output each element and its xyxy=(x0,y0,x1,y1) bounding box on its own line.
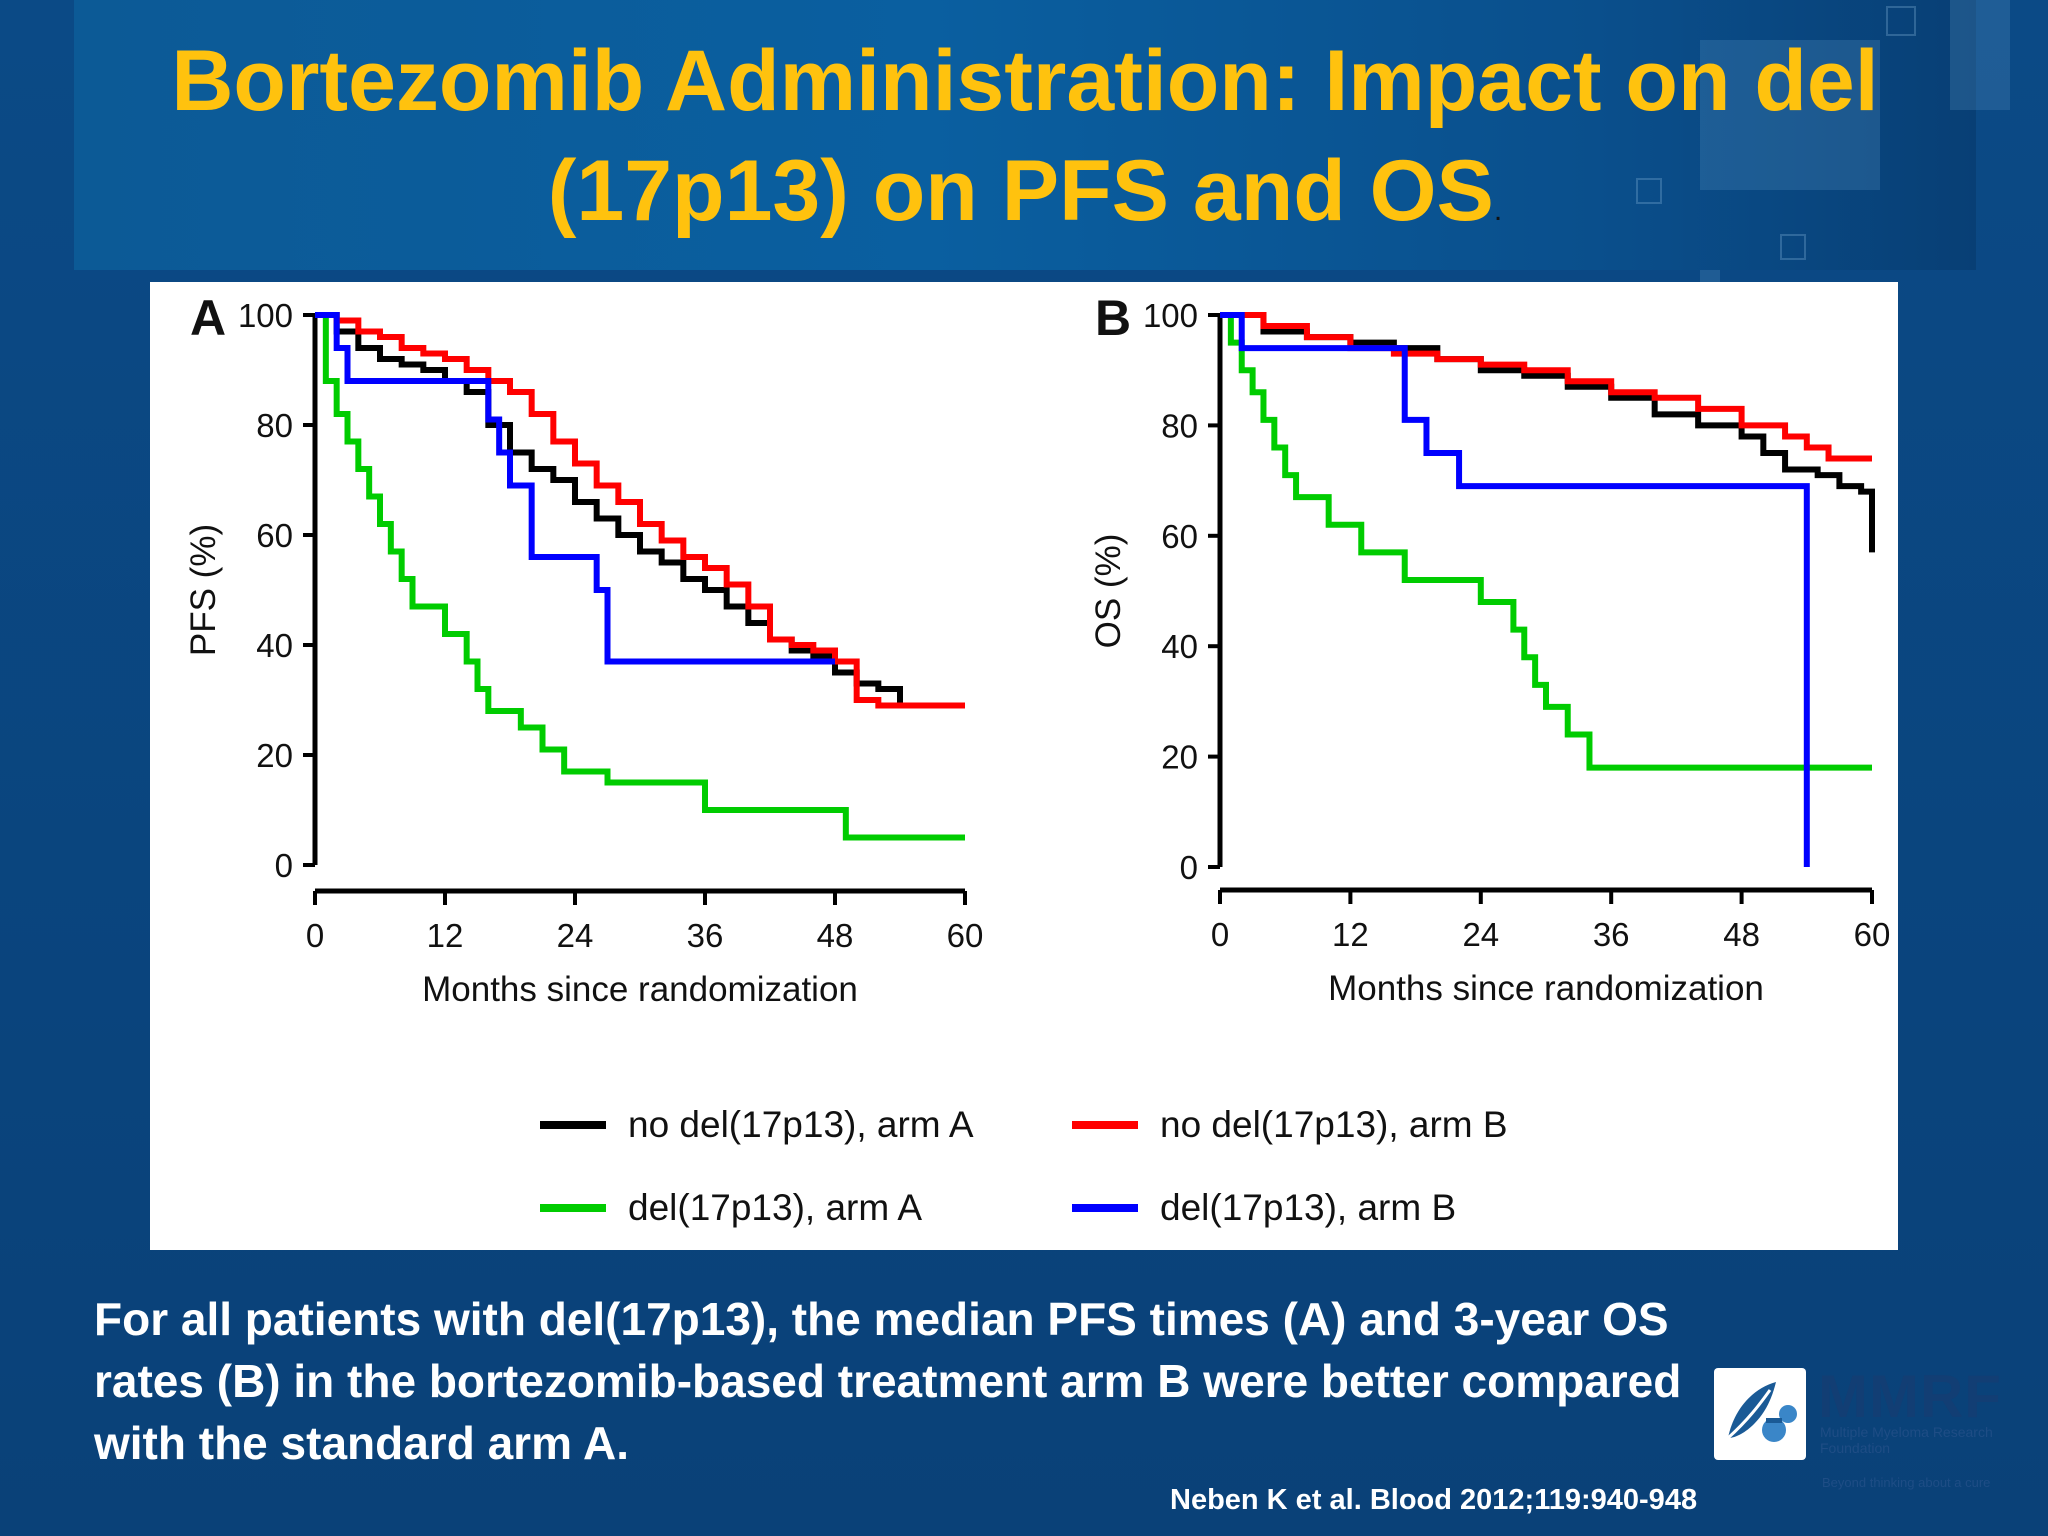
x-tick-label: 60 xyxy=(1854,916,1891,953)
figure-panel: 0 20 40 60 80 100 0 12 24 36 48 60 Months since rand… xyxy=(150,282,1898,1250)
x-axis-label: Months since randomization xyxy=(422,970,858,1009)
y-tick-label: 100 xyxy=(238,297,293,334)
km-figure: 0 20 40 60 80 100 0 12 24 36 48 60 Months since rand… xyxy=(184,290,1890,1228)
logo-tagline: Beyond thinking about a cure xyxy=(1822,1475,1991,1490)
x-tick-label: 24 xyxy=(1462,916,1499,953)
slide-caption: For all patients with del(17p13), the me… xyxy=(94,1293,1682,1469)
legend-label: del(17p13), arm B xyxy=(1160,1187,1456,1228)
y-tick-label: 80 xyxy=(1161,407,1198,444)
y-tick-label: 60 xyxy=(1161,518,1198,555)
y-tick-label: 20 xyxy=(256,737,293,774)
x-tick-label: 12 xyxy=(1332,916,1369,953)
y-tick-label: 40 xyxy=(256,627,293,664)
y-tick-label: 0 xyxy=(1180,849,1198,886)
x-tick-label: 48 xyxy=(817,917,854,954)
panel-label: A xyxy=(190,290,226,346)
decorative-block xyxy=(1700,40,1880,190)
y-tick-label: 0 xyxy=(275,847,293,884)
series-line-a-del-17p13-arm-a xyxy=(315,312,965,841)
page-title-line-2: (17p13) on PFS and OS xyxy=(547,143,1494,239)
chart-legend: no del(17p13), arm A no del(17p13), arm B… xyxy=(540,1104,1508,1228)
logo-text: MMRF xyxy=(1818,1363,2002,1430)
logo-subtitle: Multiple Myeloma Research Foundation xyxy=(1820,1424,1993,1456)
x-tick-label: 48 xyxy=(1723,916,1760,953)
legend-label: no del(17p13), arm A xyxy=(628,1104,974,1145)
y-tick-label: 40 xyxy=(1161,628,1198,665)
oak-leaf-logo-icon xyxy=(1714,1368,1806,1460)
chart-panel-b: 0 20 40 60 80 100 0 12 24 36 48 60 Months since rand… xyxy=(1089,290,1890,1008)
page-title: Bortezomib Administration: Impact on del… xyxy=(74,26,1976,266)
page-title-trailing-dot: . xyxy=(1493,194,1503,227)
x-tick-label: 0 xyxy=(1211,916,1229,953)
y-tick-label: 80 xyxy=(256,407,293,444)
decorative-block xyxy=(1700,270,1720,282)
x-tick-label: 36 xyxy=(1593,916,1630,953)
page-title-line-1: Bortezomib Administration: Impact on del xyxy=(171,33,1879,129)
x-tick-label: 0 xyxy=(306,917,324,954)
x-tick-label: 60 xyxy=(947,917,984,954)
y-axis-label: PFS (%) xyxy=(184,524,223,656)
y-tick-label: 60 xyxy=(256,517,293,554)
title-band xyxy=(74,0,1976,270)
legend-label: no del(17p13), arm B xyxy=(1160,1104,1508,1145)
series-line-b-del-17p13-arm-b xyxy=(1220,312,1810,867)
series-line-b-del-17p13-arm-a xyxy=(1220,312,1872,771)
decorative-square xyxy=(1636,178,1662,204)
series-line-a-del-17p13-arm-b xyxy=(315,312,835,665)
y-axis-label: OS (%) xyxy=(1089,534,1128,649)
y-tick-label: 20 xyxy=(1161,739,1198,776)
legend-label: del(17p13), arm A xyxy=(628,1187,922,1228)
x-axis-label: Months since randomization xyxy=(1328,969,1764,1008)
mmrf-logo: MMRF Multiple Myeloma Research Foundatio… xyxy=(1714,1363,2010,1476)
panel-label: B xyxy=(1095,290,1131,346)
citation: Neben K et al. Blood 2012;119:940-948 xyxy=(1170,1484,1698,1516)
decorative-square xyxy=(1780,234,1806,260)
x-tick-label: 24 xyxy=(557,917,594,954)
decorative-square xyxy=(1886,6,1916,36)
y-tick-label: 100 xyxy=(1143,297,1198,334)
series-line-b-no-del-17p13-arm-b xyxy=(1220,312,1872,462)
series-line-a-no-del-17p13-arm-b xyxy=(315,312,965,709)
chart-panel-a: 0 20 40 60 80 100 0 12 24 36 48 60 Months since rand… xyxy=(184,290,983,1009)
decorative-block xyxy=(1950,0,2010,110)
x-tick-label: 12 xyxy=(427,917,464,954)
x-tick-label: 36 xyxy=(687,917,724,954)
series-line-a-no-del-17p13-arm-a xyxy=(315,312,965,709)
